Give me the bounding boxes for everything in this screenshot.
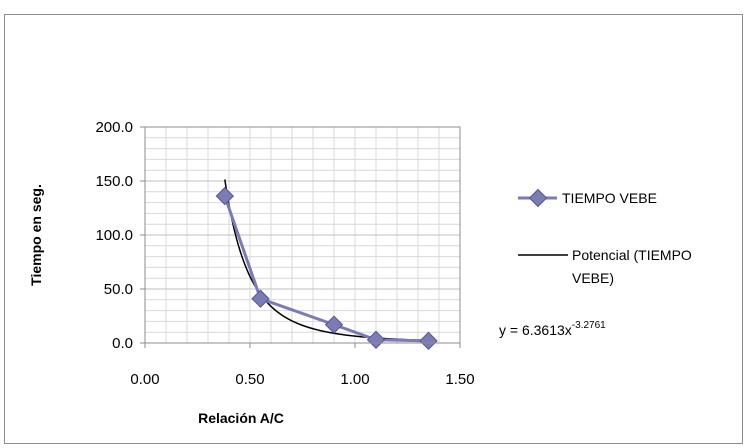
- y-tick-label: 50.0: [104, 281, 133, 298]
- series-layer: [215, 186, 438, 351]
- trendline-layer: [224, 179, 429, 342]
- y-tick-label: 150.0: [95, 173, 133, 190]
- y-tick-label: 100.0: [95, 227, 133, 244]
- x-tick-label: 0.00: [130, 371, 159, 388]
- trendline-equation-exponent: -3.2761: [572, 320, 606, 331]
- chart-frame: 0.0 50.0 100.0 150.0 200.0 0.00 0.50 1.00 1.50 R…: [4, 14, 743, 444]
- x-tick-label: 1.00: [340, 371, 369, 388]
- gridlines: [145, 127, 460, 343]
- legend-label-tiempo-vebe: TIEMPO VEBE: [562, 190, 657, 206]
- trendline-path: [224, 179, 429, 342]
- data-point-tiempo-vebe: [251, 289, 270, 308]
- series-line-tiempo-vebe: [223, 195, 429, 343]
- trendline-equation-base: y = 6.3613x: [499, 322, 572, 338]
- y-tick-label: 200.0: [95, 119, 133, 136]
- data-point-tiempo-vebe: [366, 330, 386, 349]
- data-point-tiempo-vebe: [324, 315, 344, 334]
- data-point-tiempo-vebe: [215, 186, 234, 206]
- legend-item-tiempo-vebe: TIEMPO VEBE: [518, 188, 657, 208]
- chart-canvas: 0.0 50.0 100.0 150.0 200.0 0.00 0.50 1.00 1.50 R…: [28, 119, 696, 426]
- legend-label-potencial-line2: VEBE): [572, 270, 614, 286]
- x-tick-label: 1.50: [445, 371, 474, 388]
- axes: 0.0 50.0 100.0 150.0 200.0 0.00 0.50 1.00 1.50: [95, 119, 474, 388]
- legend: TIEMPO VEBE Potencial (TIEMPO VEBE): [518, 188, 696, 286]
- y-axis-title: Tiempo en seg.: [28, 184, 44, 286]
- legend-marker-tiempo-vebe: [528, 188, 548, 208]
- x-axis-title: Relación A/C: [198, 410, 284, 426]
- data-point-tiempo-vebe: [419, 331, 438, 351]
- legend-label-potencial: Potencial (TIEMPO VEBE): [572, 247, 696, 286]
- legend-label-potencial-line1: Potencial (TIEMPO: [572, 247, 692, 263]
- trendline-equation: y = 6.3613x-3.2761: [499, 320, 606, 338]
- y-tick-label: 0.0: [112, 335, 133, 352]
- legend-item-potencial: Potencial (TIEMPO VEBE): [518, 247, 696, 286]
- x-tick-label: 0.50: [235, 371, 264, 388]
